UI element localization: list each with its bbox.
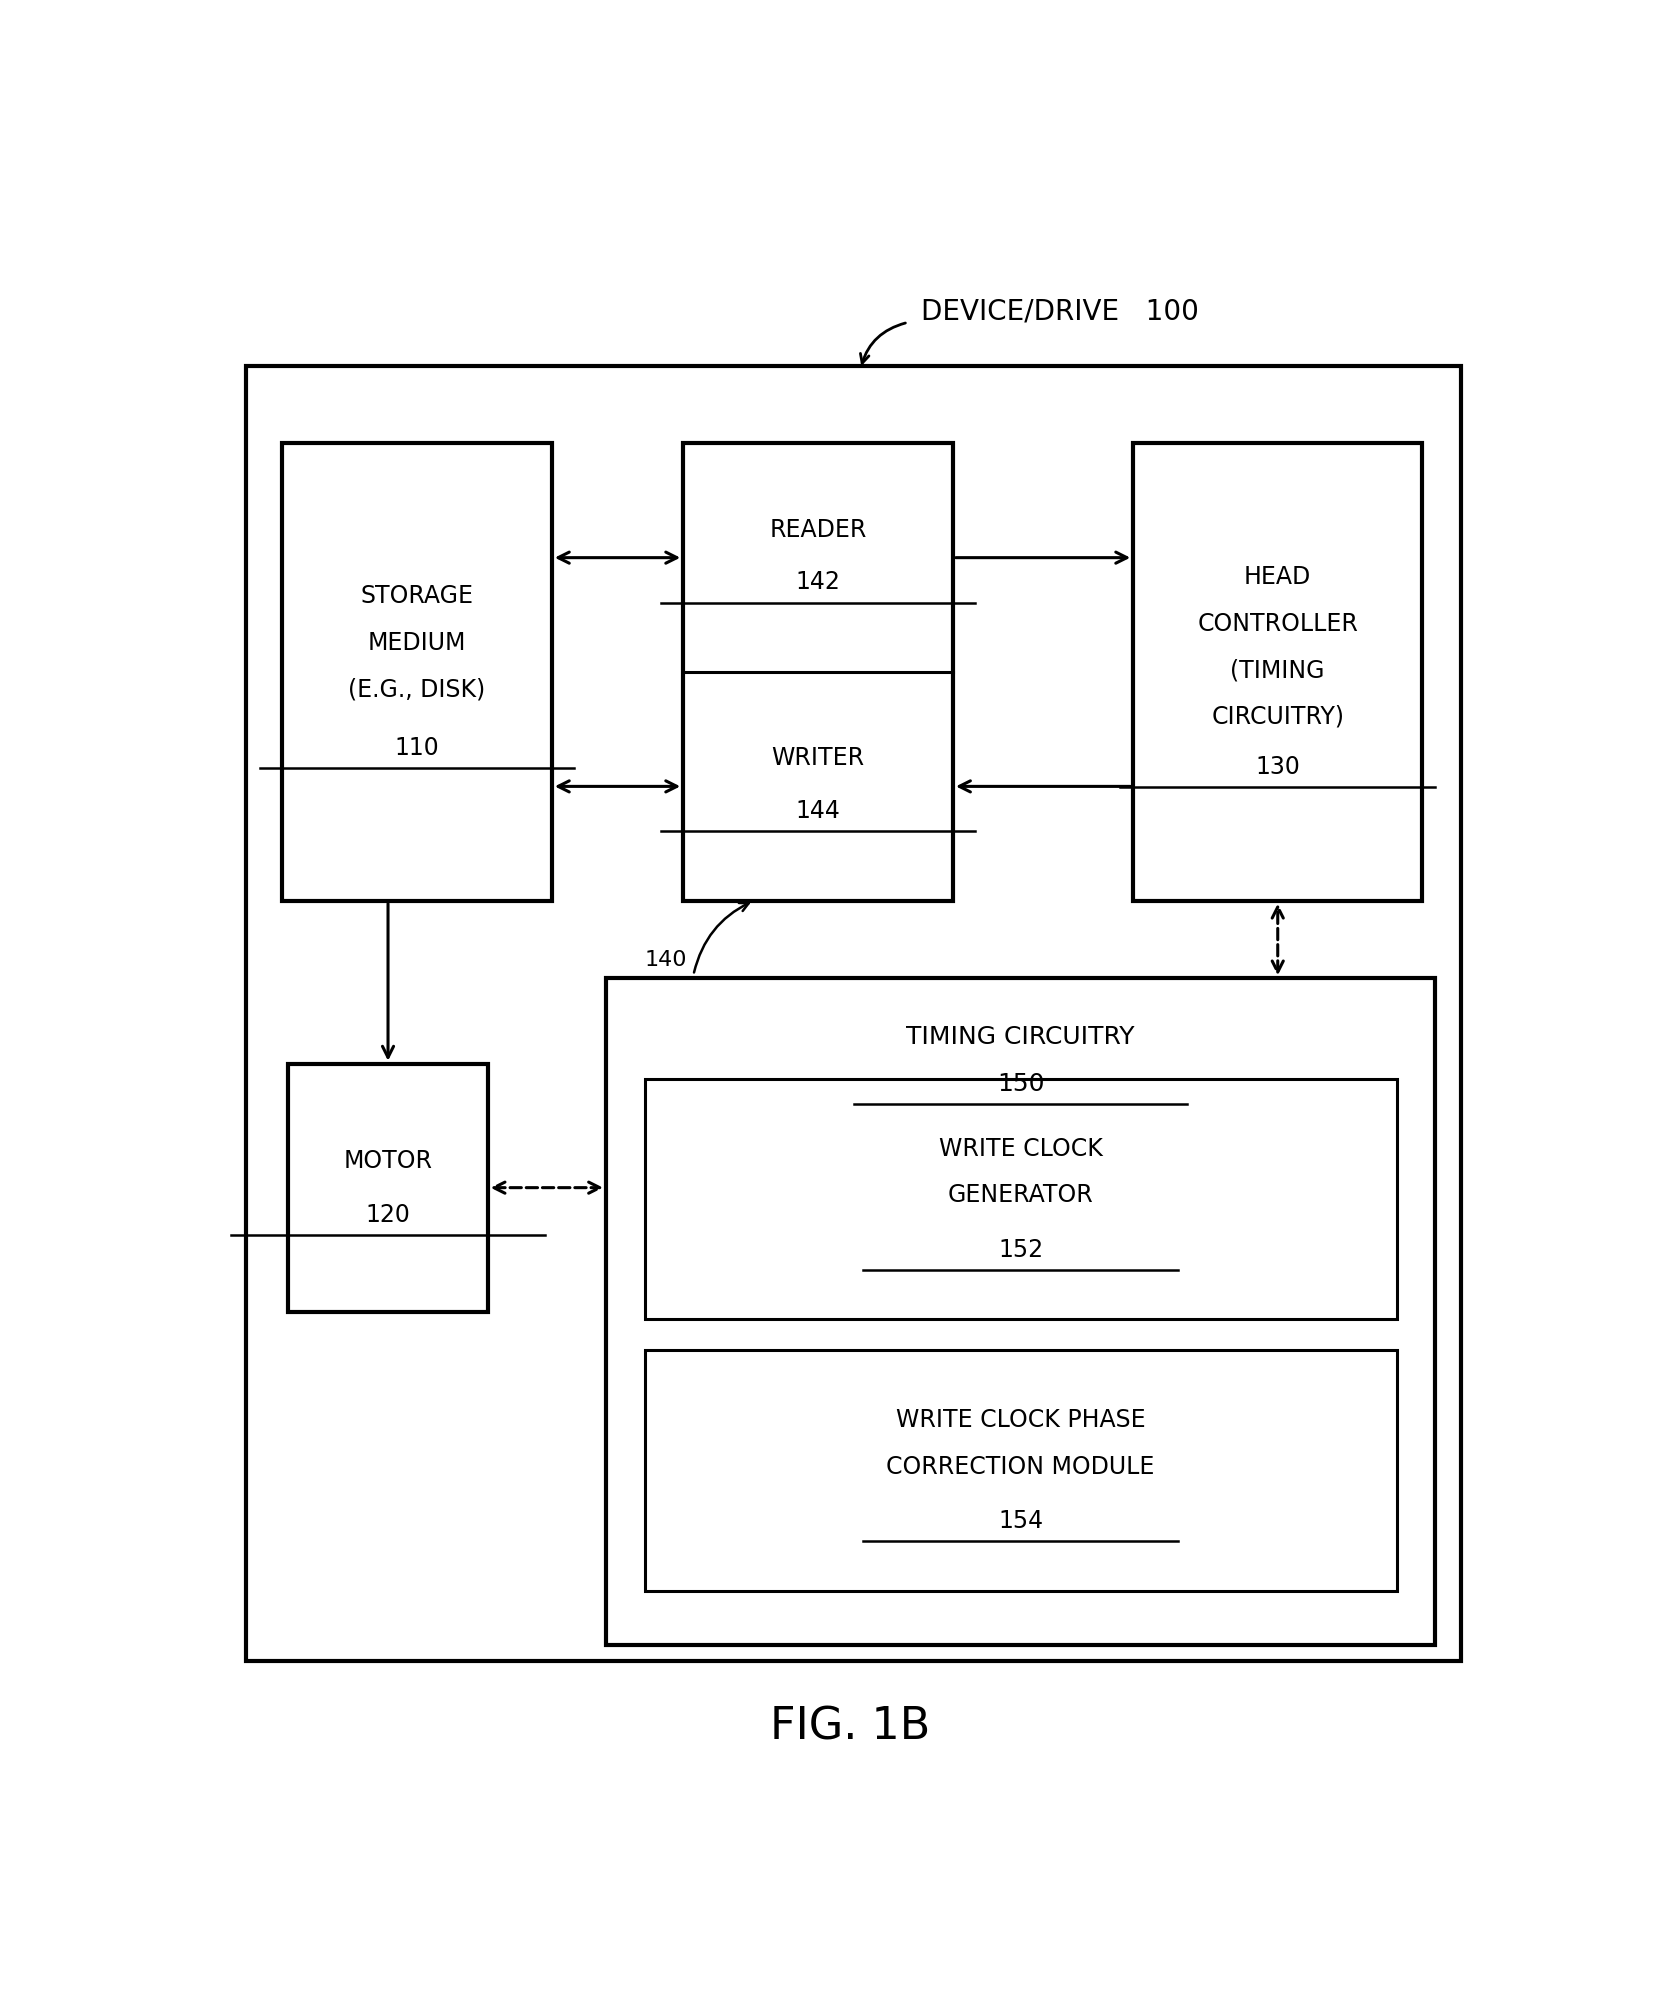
Text: STORAGE: STORAGE — [360, 584, 473, 608]
Text: WRITER: WRITER — [771, 747, 864, 771]
Text: CIRCUITRY): CIRCUITRY) — [1211, 705, 1344, 729]
Text: WRITE CLOCK PHASE: WRITE CLOCK PHASE — [896, 1408, 1145, 1432]
Bar — [606, 979, 1435, 1645]
Bar — [684, 443, 952, 900]
Text: CORRECTION MODULE: CORRECTION MODULE — [886, 1454, 1155, 1478]
Text: 120: 120 — [365, 1202, 410, 1227]
Bar — [644, 1351, 1397, 1591]
Text: (E.G., DISK): (E.G., DISK) — [348, 677, 486, 701]
Text: DEVICE/DRIVE   100: DEVICE/DRIVE 100 — [921, 298, 1199, 326]
Text: 142: 142 — [796, 570, 841, 594]
Text: TIMING CIRCUITRY: TIMING CIRCUITRY — [906, 1025, 1135, 1049]
Text: HEAD: HEAD — [1244, 566, 1311, 590]
Text: MOTOR: MOTOR — [343, 1148, 433, 1172]
Bar — [644, 1080, 1397, 1319]
Text: MEDIUM: MEDIUM — [368, 630, 466, 655]
Text: CONTROLLER: CONTROLLER — [1198, 612, 1359, 636]
Text: READER: READER — [770, 518, 866, 542]
Text: FIG. 1B: FIG. 1B — [770, 1706, 931, 1748]
Text: 152: 152 — [999, 1239, 1044, 1261]
Text: 140: 140 — [644, 951, 687, 969]
Text: (TIMING: (TIMING — [1231, 659, 1326, 683]
Bar — [282, 443, 552, 900]
Text: WRITE CLOCK: WRITE CLOCK — [939, 1136, 1103, 1160]
Text: 150: 150 — [997, 1071, 1045, 1096]
Text: 144: 144 — [796, 800, 841, 824]
Bar — [289, 1063, 488, 1311]
Text: 110: 110 — [395, 735, 440, 759]
Bar — [1133, 443, 1422, 900]
Bar — [246, 367, 1462, 1662]
Text: 154: 154 — [999, 1508, 1044, 1533]
Text: 130: 130 — [1256, 755, 1301, 779]
Text: GENERATOR: GENERATOR — [947, 1184, 1093, 1208]
